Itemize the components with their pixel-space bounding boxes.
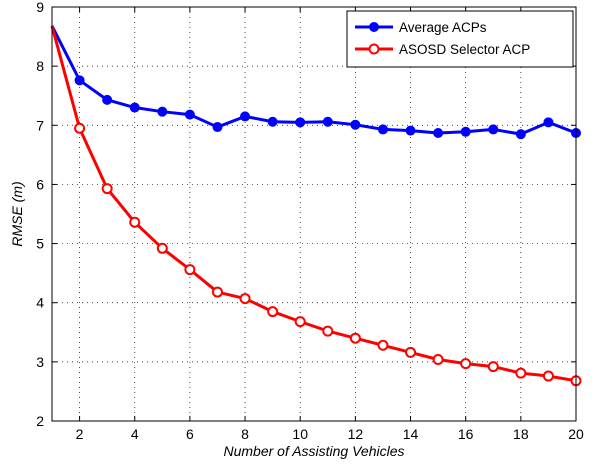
data-point — [129, 216, 141, 228]
data-point — [267, 306, 279, 318]
series-1 — [50, 25, 582, 387]
data-point — [102, 94, 113, 105]
data-point — [322, 116, 333, 127]
data-point — [433, 127, 444, 138]
data-point — [515, 367, 527, 379]
legend-item: ASOSD Selector ACP — [355, 42, 530, 57]
data-point — [542, 370, 554, 382]
x-tick-label: 4 — [131, 426, 139, 442]
data-point — [294, 316, 306, 328]
legend-item: Average ACPs — [355, 20, 487, 35]
legend-label: ASOSD Selector ACP — [399, 42, 530, 57]
data-point — [211, 286, 223, 298]
data-point — [487, 361, 499, 373]
data-point — [239, 293, 251, 305]
data-point — [349, 332, 361, 344]
data-point — [322, 325, 334, 337]
data-point — [156, 242, 168, 254]
legend-box — [346, 10, 574, 68]
axis-ticks — [52, 6, 577, 422]
data-point — [184, 109, 195, 120]
legend-marker — [369, 22, 379, 32]
data-point — [488, 124, 499, 135]
legend-marker — [368, 43, 380, 55]
data-point — [295, 117, 306, 128]
x-tick-label: 6 — [186, 426, 194, 442]
y-tick-label: 8 — [36, 58, 44, 74]
y-tick-label: 7 — [36, 117, 44, 133]
x-axis-label: Number of Assisting Vehicles — [223, 443, 404, 459]
data-point — [212, 122, 223, 133]
series-0 — [50, 25, 581, 140]
data-point — [405, 346, 417, 358]
x-tick-label: 18 — [513, 426, 529, 442]
y-axis-label: RMSE (m) — [9, 181, 25, 246]
tick-labels: 2 4 6 8 10 12 14 16 18 20 2 3 4 5 6 7 8 9 — [36, 0, 584, 442]
x-tick-label: 10 — [292, 426, 308, 442]
y-tick-label: 5 — [36, 236, 44, 252]
data-point — [405, 125, 416, 136]
data-point — [543, 117, 554, 128]
data-point — [74, 75, 85, 86]
x-tick-label: 20 — [568, 426, 584, 442]
series-line — [50, 25, 577, 383]
data-point — [129, 102, 140, 113]
x-tick-label: 16 — [458, 426, 474, 442]
data-point — [240, 111, 251, 122]
y-tick-label: 6 — [36, 176, 44, 192]
data-point — [515, 129, 526, 140]
y-tick-label: 4 — [36, 295, 44, 311]
data-point — [460, 358, 472, 370]
data-point — [74, 122, 86, 134]
grid — [52, 7, 576, 421]
data-point — [377, 124, 388, 135]
y-tick-label: 9 — [36, 0, 44, 15]
y-tick-label: 3 — [36, 354, 44, 370]
data-point — [460, 126, 471, 137]
data-point — [350, 119, 361, 130]
data-point — [377, 339, 389, 351]
data-point — [184, 264, 196, 276]
data-point — [432, 353, 444, 365]
data-point — [267, 116, 278, 127]
legend-label: Average ACPs — [399, 20, 487, 35]
x-tick-label: 14 — [403, 426, 419, 442]
series-layer — [50, 25, 582, 387]
plot-frame — [51, 6, 577, 422]
x-tick-label: 8 — [241, 426, 249, 442]
x-tick-label: 2 — [76, 426, 84, 442]
y-tick-label: 2 — [36, 413, 44, 429]
data-point — [101, 183, 113, 195]
x-tick-label: 12 — [348, 426, 364, 442]
data-point — [157, 106, 168, 117]
legend: Average ACPs ASOSD Selector ACP — [346, 10, 574, 68]
